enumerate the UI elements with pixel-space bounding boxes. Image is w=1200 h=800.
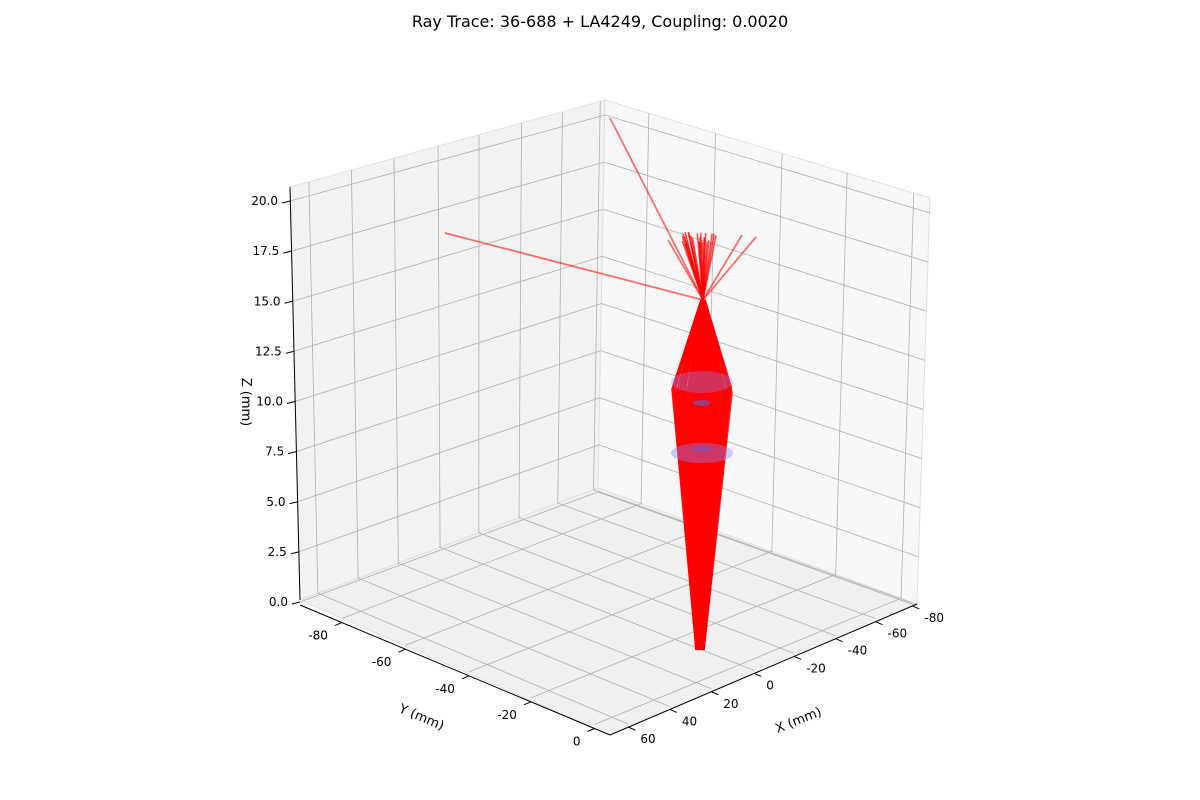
z-tick-label: 15.0 [254,294,281,308]
y-tick-mark [587,728,595,732]
x-tick-label: 40 [682,714,697,728]
x-tick-label: -20 [806,661,826,675]
x-tick-label: 0 [766,678,774,692]
lens-surface [693,400,711,406]
lens-surface [671,371,733,393]
y-tick-mark [523,701,532,706]
z-grid-line [293,255,926,361]
x-grid-line [478,134,795,654]
z-tick-label: 12.5 [255,344,282,358]
z-axis-line [289,186,301,601]
y-tick-mark [334,622,343,627]
x-tick-mark [754,672,762,677]
z-grid-line [289,114,931,214]
x-tick-mark [711,691,719,696]
x-grid-line [437,146,755,671]
z-tick-mark [286,401,296,404]
z-grid-line [298,444,919,558]
y-tick-mark [461,675,470,680]
z-grid-line [291,161,929,263]
z-tick-label: 17.5 [253,244,280,258]
y-tick-label: -40 [435,682,455,696]
ray-line [681,240,704,301]
stray-ray-line [444,232,704,301]
z-tick-mark [288,451,297,455]
lens-surface [671,443,733,463]
x-tick-mark [628,726,636,731]
x-grid-line [308,181,629,725]
z-tick-mark [291,601,301,605]
stray-ray-line [702,236,757,301]
x-tick-label: -60 [888,627,908,641]
stray-ray-line [609,117,704,301]
x-tick-mark [669,708,678,713]
z-tick-label: 2.5 [268,545,287,559]
x-grid-line [351,170,671,707]
x-tick-mark [912,605,920,610]
lens-surface [692,446,712,452]
stray-ray-line [702,234,743,301]
ray-line [687,231,704,301]
y-tick-label: -80 [308,629,328,643]
x-grid-line [593,101,913,604]
z-grid-line [296,350,923,460]
z-tick-mark [289,501,298,505]
x-tick-label: -40 [848,644,868,658]
chart-title: Ray Trace: 36-688 + LA4249, Coupling: 0.… [411,12,789,31]
z-tick-mark [290,551,299,555]
ray-line [703,299,733,651]
z-tick-label: 20.0 [251,194,278,208]
z-tick-mark [284,300,293,304]
x-tick-mark [794,655,802,660]
z-tick-label: 0.0 [269,595,288,609]
z-tick-label: 5.0 [266,495,285,509]
z-grid-line [299,491,918,607]
tick-marks: 0.0 2.5 5.0 7.5 10.0 12.5 15.0 17.5 20.0 -80 -60 -4… [251,194,944,749]
x-grid-line [518,123,836,637]
x-axis-label: X (mm) [773,705,824,737]
ray-line [702,233,713,301]
y-tick-label: -60 [372,655,392,669]
x-tick-label: 60 [640,732,655,746]
z-grid-line [297,397,921,509]
grid-lines [289,101,931,725]
x-grid-line [557,111,876,620]
ray-line [702,233,707,301]
x-tick-mark [875,621,883,626]
y-grid-line [594,193,915,725]
z-tick-label: 7.5 [265,445,284,459]
x-grid-line [393,158,712,690]
z-tick-mark [283,250,292,254]
z-tick-mark [281,200,291,204]
axis-lines [289,186,918,736]
y-tick-mark [398,648,406,653]
z-grid-line [294,303,924,410]
lens-surfaces [671,371,733,463]
x-tick-label: 20 [723,697,738,711]
y-tick-label: 0 [573,735,581,749]
y-tick-label: -20 [497,708,517,722]
z-axis-label: Z (mm) [238,378,253,427]
x-tick-mark [835,638,843,643]
x-axis-line [609,603,918,736]
z-tick-mark [285,350,294,354]
x-tick-label: -80 [924,611,944,625]
y-axis-label: Y (mm) [396,701,447,734]
z-grid-line [292,208,927,312]
y-axis-line [299,604,611,736]
ray-bundle [444,117,757,651]
z-tick-label: 10.0 [256,395,283,409]
ray-line [698,240,704,301]
